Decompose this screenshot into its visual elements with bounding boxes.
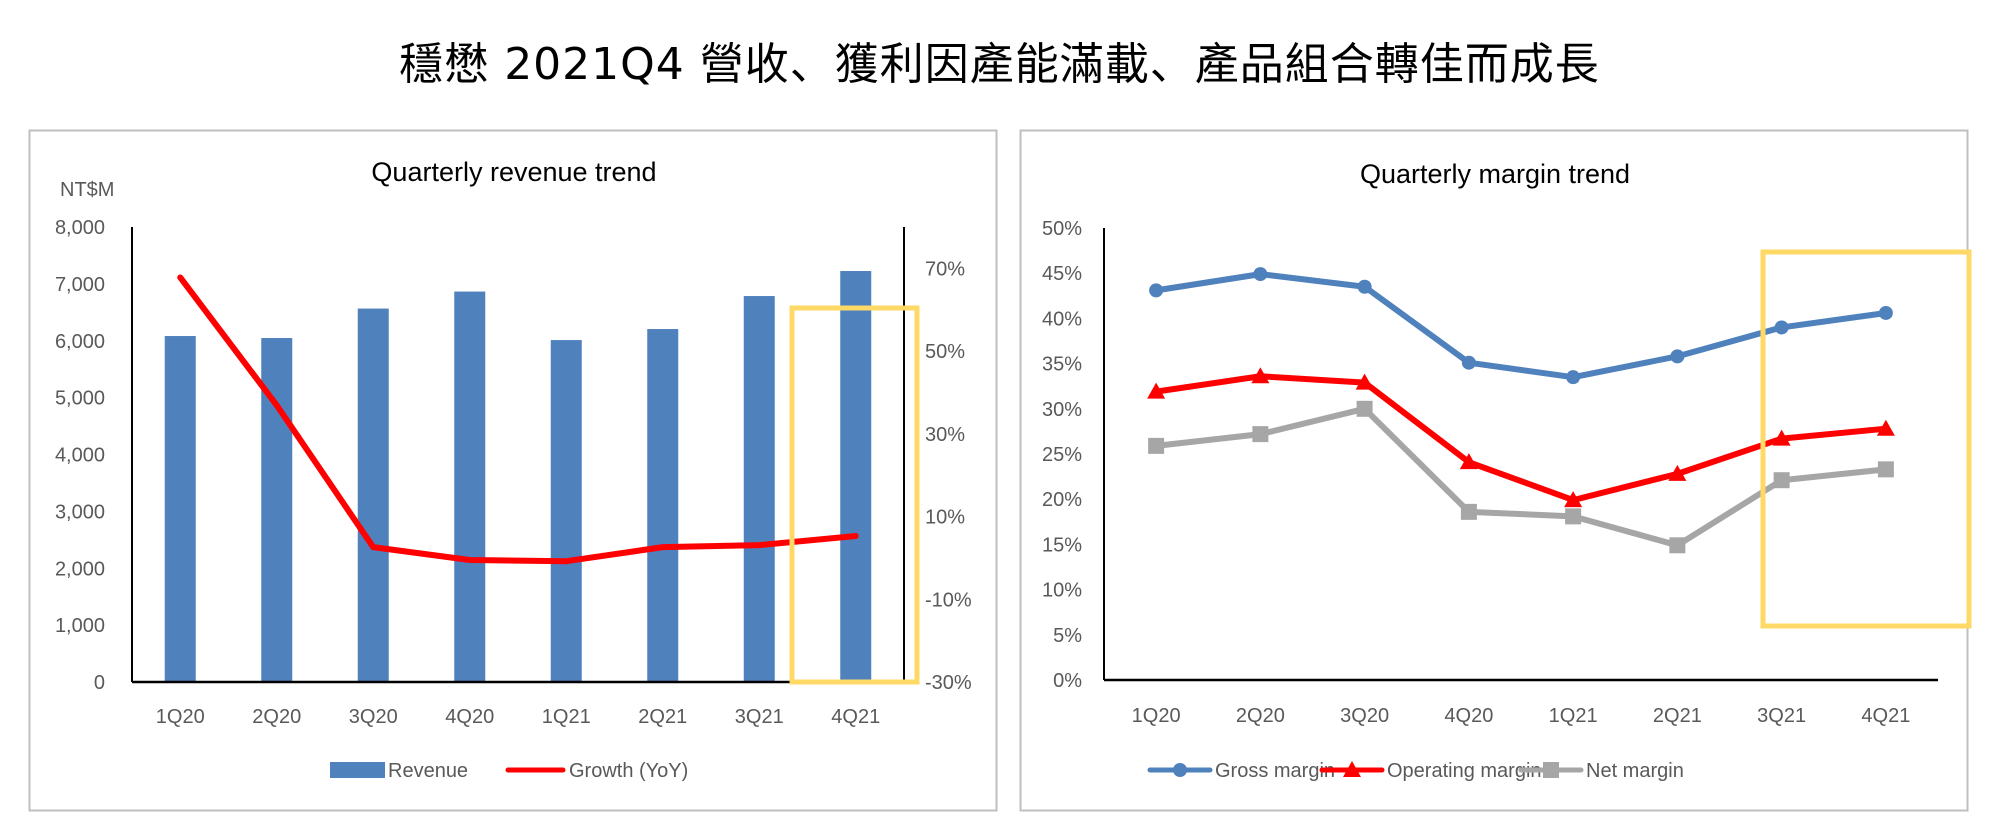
operating-margin-point	[1147, 382, 1166, 399]
margin-highlight-box	[1760, 249, 1972, 629]
net-margin-point	[1148, 437, 1165, 454]
growth-y2-tick-label: 50%	[925, 341, 965, 363]
margin-x-tick-label: 4Q20	[1444, 705, 1493, 727]
margin-y-tick-label: 5%	[1053, 625, 1082, 647]
operating-margin-point	[1251, 367, 1270, 384]
margin-y-tick-label: 45%	[1042, 263, 1082, 285]
revenue-y-tick-label: 6,000	[55, 331, 105, 353]
revenue-bar	[743, 296, 775, 682]
gross-margin-point	[1878, 305, 1893, 320]
net-margin-point	[1565, 508, 1582, 525]
revenue-x-tick-label: 3Q21	[735, 706, 784, 728]
revenue-y-tick-label: 0	[94, 672, 105, 694]
growth-y2-tick-label: 70%	[925, 258, 965, 280]
net-margin-point	[1669, 537, 1686, 554]
revenue-bar	[647, 329, 679, 682]
legend-gross-label: Gross margin	[1215, 760, 1335, 782]
revenue-bar	[454, 291, 486, 682]
legend-revenue-label: Revenue	[388, 760, 468, 782]
legend-operating-marker	[1343, 761, 1361, 777]
growth-line	[177, 274, 859, 565]
legend-operating-margin: Operating margin	[1319, 760, 1542, 782]
operating-margin-point	[1564, 491, 1583, 508]
revenue-bar	[164, 336, 196, 682]
revenue-x-tick-label: 4Q21	[831, 706, 880, 728]
revenue-x-tick-label: 1Q21	[542, 706, 591, 728]
gross-margin-point	[1149, 283, 1164, 298]
margin-y-tick-label: 15%	[1042, 534, 1082, 556]
margin-y-tick-label: 20%	[1042, 489, 1082, 511]
net-margin-point	[1773, 472, 1790, 489]
legend-growth-label: Growth (YoY)	[569, 760, 688, 782]
legend-net-marker	[1543, 762, 1559, 778]
revenue-x-tick-label: 4Q20	[445, 706, 494, 728]
operating-margin-point	[1772, 429, 1791, 446]
legend-net-margin: Net margin	[1518, 760, 1684, 782]
margin-x-tick-label: 3Q21	[1757, 705, 1806, 727]
growth-y2-tick-label: 30%	[925, 424, 965, 446]
net-margin-point	[1877, 461, 1894, 478]
gross-margin-point	[1566, 370, 1581, 385]
gross-margin-point	[1461, 355, 1476, 370]
revenue-x-tick-label: 3Q20	[349, 706, 398, 728]
revenue-y-tick-label: 4,000	[55, 445, 105, 467]
revenue-y-tick-label: 2,000	[55, 558, 105, 580]
operating-margin-point	[1459, 453, 1478, 470]
legend-gross-marker	[1173, 763, 1187, 777]
revenue-highlight-box	[789, 305, 920, 685]
revenue-x-tick-label: 2Q20	[252, 706, 301, 728]
growth-y2-tick-label: -10%	[925, 589, 972, 611]
revenue-bar	[357, 308, 389, 682]
margin-x-tick-label: 3Q20	[1340, 705, 1389, 727]
margin-x-tick-label: 2Q21	[1653, 705, 1702, 727]
margin-chart-title: Quarterly margin trend	[1360, 159, 1630, 189]
net-margin-point	[1460, 503, 1477, 520]
margin-y-tick-label: 40%	[1042, 308, 1082, 330]
revenue-y-tick-label: 5,000	[55, 388, 105, 410]
margin-x-tick-label: 1Q20	[1132, 705, 1181, 727]
net-margin-point	[1356, 400, 1373, 417]
margin-x-tick-label: 2Q20	[1236, 705, 1285, 727]
revenue-x-tick-label: 1Q20	[156, 706, 205, 728]
revenue-y-tick-label: 1,000	[55, 615, 105, 637]
page-title: 穩懋 2021Q4 營收、獲利因產能滿載、產品組合轉佳而成長	[399, 39, 1600, 90]
revenue-bar	[840, 271, 872, 682]
revenue-y-axis-label: NT$M	[60, 179, 114, 201]
margin-chart-panel: Quarterly margin trend 0% 5% 10% 15% 20% 25% 3…	[1019, 129, 1972, 812]
revenue-bar	[550, 340, 582, 682]
operating-margin-point	[1876, 419, 1895, 436]
margin-x-tick-label: 4Q21	[1861, 705, 1910, 727]
margin-y-tick-label: 0%	[1053, 670, 1082, 692]
revenue-panel-border	[28, 129, 998, 812]
margin-y-tick-label: 30%	[1042, 399, 1082, 421]
operating-margin-point	[1668, 464, 1687, 481]
revenue-y-tick-label: 7,000	[55, 274, 105, 296]
gross-margin-point	[1253, 267, 1268, 282]
gross-margin-point	[1357, 279, 1372, 294]
revenue-chart-title: Quarterly revenue trend	[371, 157, 656, 187]
gross-margin-point	[1774, 320, 1789, 335]
revenue-x-tick-label: 2Q21	[638, 706, 687, 728]
growth-y2-tick-label: -30%	[925, 672, 972, 694]
growth-y2-tick-label: 10%	[925, 507, 965, 529]
revenue-y-tick-label: 3,000	[55, 501, 105, 523]
net-margin-point	[1252, 426, 1269, 443]
margin-y-tick-label: 25%	[1042, 444, 1082, 466]
operating-margin-point	[1355, 373, 1374, 390]
legend-operating-label: Operating margin	[1387, 760, 1542, 782]
legend-revenue-swatch	[330, 762, 385, 778]
revenue-y-tick-label: 8,000	[55, 217, 105, 239]
margin-y-tick-label: 35%	[1042, 354, 1082, 376]
legend-gross-margin: Gross margin	[1147, 760, 1335, 782]
margin-y-tick-label: 10%	[1042, 580, 1082, 602]
margin-y-tick-label: 50%	[1042, 218, 1082, 240]
gross-margin-point	[1670, 349, 1685, 364]
margin-x-tick-label: 1Q21	[1549, 705, 1598, 727]
legend-net-label: Net margin	[1586, 760, 1684, 782]
revenue-chart-panel: Quarterly revenue trend NT$M 0 1,000 2,000…	[28, 129, 998, 812]
